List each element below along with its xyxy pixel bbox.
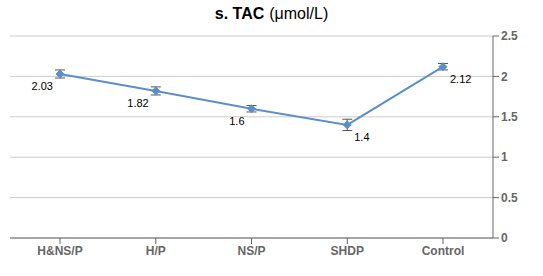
svg-text:Control: Control: [422, 244, 465, 258]
svg-text:2.03: 2.03: [32, 80, 53, 92]
svg-text:1.4: 1.4: [354, 131, 369, 143]
svg-text:H&NS/P: H&NS/P: [37, 244, 82, 258]
svg-text:H/P: H/P: [146, 244, 166, 258]
svg-text:SHDP: SHDP: [331, 244, 364, 258]
svg-text:0: 0: [501, 231, 508, 245]
svg-text:2.12: 2.12: [450, 73, 471, 85]
svg-text:1.5: 1.5: [501, 110, 518, 124]
svg-text:1.82: 1.82: [127, 97, 148, 109]
svg-text:2.5: 2.5: [501, 29, 518, 43]
svg-text:2: 2: [501, 70, 508, 84]
svg-text:NS/P: NS/P: [237, 244, 265, 258]
svg-text:0.5: 0.5: [501, 191, 518, 205]
html-text:s. TAC (μmol/L): s. TAC (μmol/L): [214, 5, 329, 22]
svg-text:1: 1: [501, 150, 508, 164]
svg-text:1.6: 1.6: [229, 115, 244, 127]
